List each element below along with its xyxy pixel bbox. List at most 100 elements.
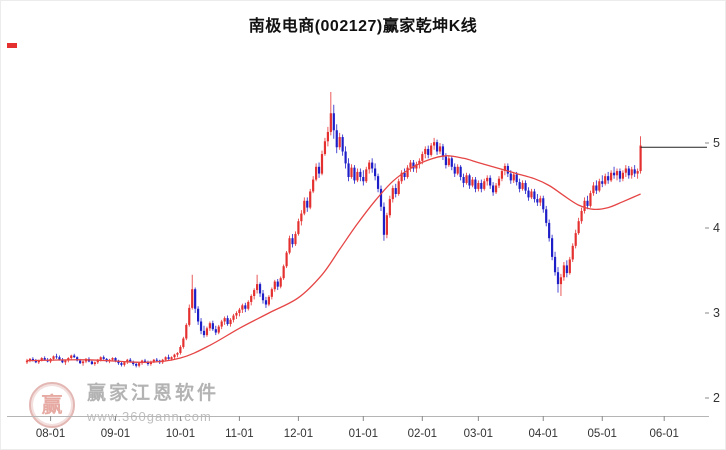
- x-axis-label: 11-01: [225, 428, 254, 440]
- candle-body: [636, 171, 639, 174]
- candle-body: [208, 323, 211, 329]
- candle-body: [244, 305, 247, 309]
- candle-body: [199, 321, 203, 331]
- candle-body: [276, 281, 279, 287]
- candle-body: [138, 363, 141, 366]
- candle-body: [99, 357, 102, 360]
- candle-body: [323, 141, 327, 155]
- candle-body: [533, 191, 536, 200]
- candle-body: [214, 329, 217, 333]
- candle-body: [400, 172, 403, 182]
- candle-body: [359, 171, 362, 177]
- candle-body: [338, 137, 341, 148]
- candle-body: [512, 174, 515, 181]
- candle-body: [285, 252, 288, 267]
- candle-body: [232, 315, 235, 320]
- candle-body: [462, 177, 465, 183]
- candle-body: [61, 359, 64, 363]
- candle-body: [155, 359, 158, 361]
- candle-body: [539, 198, 542, 203]
- candle-body: [270, 289, 273, 297]
- candle-body: [362, 177, 365, 182]
- candle-body: [93, 362, 96, 364]
- candle-body: [312, 179, 315, 192]
- candle-body: [492, 185, 495, 193]
- candle-body: [164, 357, 167, 360]
- candle-body: [332, 113, 335, 131]
- candle-body: [43, 358, 46, 360]
- candle-body: [471, 179, 474, 186]
- candle-body: [179, 347, 182, 353]
- x-axis-label: 04-01: [529, 428, 558, 440]
- candle-body: [447, 158, 450, 166]
- candle-body: [25, 360, 29, 363]
- y-axis-label: 3: [713, 306, 720, 320]
- candle-body: [376, 176, 380, 189]
- candle-body: [291, 238, 294, 245]
- candle-body: [483, 181, 486, 189]
- candle-body: [76, 357, 79, 361]
- x-axis-label: 03-01: [464, 428, 493, 440]
- candle-body: [205, 328, 209, 336]
- candle-body: [424, 148, 427, 155]
- candle-body: [598, 181, 601, 191]
- candle-body: [226, 318, 229, 325]
- candle-body: [146, 362, 150, 364]
- candle-body: [37, 360, 40, 363]
- candle-body: [229, 319, 232, 325]
- candle-body: [31, 358, 34, 361]
- candle-body: [73, 355, 76, 358]
- candle-body: [521, 182, 524, 189]
- candle-body: [223, 318, 226, 322]
- candle-body: [188, 307, 191, 325]
- candle-body: [371, 162, 374, 169]
- candle-body: [111, 358, 114, 360]
- candle-body: [40, 358, 43, 361]
- candle-body: [633, 169, 636, 174]
- candle-body: [500, 171, 504, 179]
- candle-body: [509, 173, 512, 181]
- candle-body: [129, 359, 132, 362]
- candle-body: [79, 360, 82, 364]
- candle-body: [28, 358, 32, 361]
- candle-body: [595, 185, 598, 191]
- candle-body: [55, 356, 58, 358]
- candle-body: [194, 289, 197, 309]
- x-axis-label: 05-01: [588, 428, 617, 440]
- candle-body: [480, 182, 483, 189]
- candle-body: [409, 162, 412, 168]
- candle-body: [412, 162, 415, 169]
- candle-body: [300, 213, 303, 222]
- candle-body: [586, 200, 589, 206]
- candle-body: [306, 200, 309, 208]
- candle-body: [123, 362, 126, 365]
- y-axis-label: 2: [713, 391, 720, 405]
- candle-body: [353, 167, 356, 181]
- candle-body: [282, 266, 285, 279]
- candle-body: [326, 131, 329, 142]
- candle-body: [433, 142, 436, 146]
- candle-body: [211, 323, 214, 330]
- candle-body: [444, 156, 447, 166]
- candle-body: [518, 182, 521, 189]
- x-axis-label: 10-01: [166, 428, 195, 440]
- candle-body: [506, 165, 509, 174]
- candle-body: [562, 265, 565, 278]
- candle-body: [627, 168, 630, 176]
- candle-body: [173, 354, 176, 358]
- candle-body: [374, 168, 377, 177]
- candle-body: [639, 145, 642, 172]
- candle-body: [438, 146, 442, 152]
- candle-body: [365, 169, 368, 182]
- candle-body: [494, 185, 498, 193]
- candle-body: [489, 177, 492, 186]
- candle-body: [610, 172, 613, 181]
- candle-body: [102, 357, 105, 359]
- candle-body: [317, 166, 321, 174]
- candle-body: [250, 296, 253, 302]
- candle-body: [382, 206, 386, 235]
- candle-body: [406, 167, 409, 177]
- candle-body: [220, 321, 223, 327]
- candle-body: [577, 221, 580, 234]
